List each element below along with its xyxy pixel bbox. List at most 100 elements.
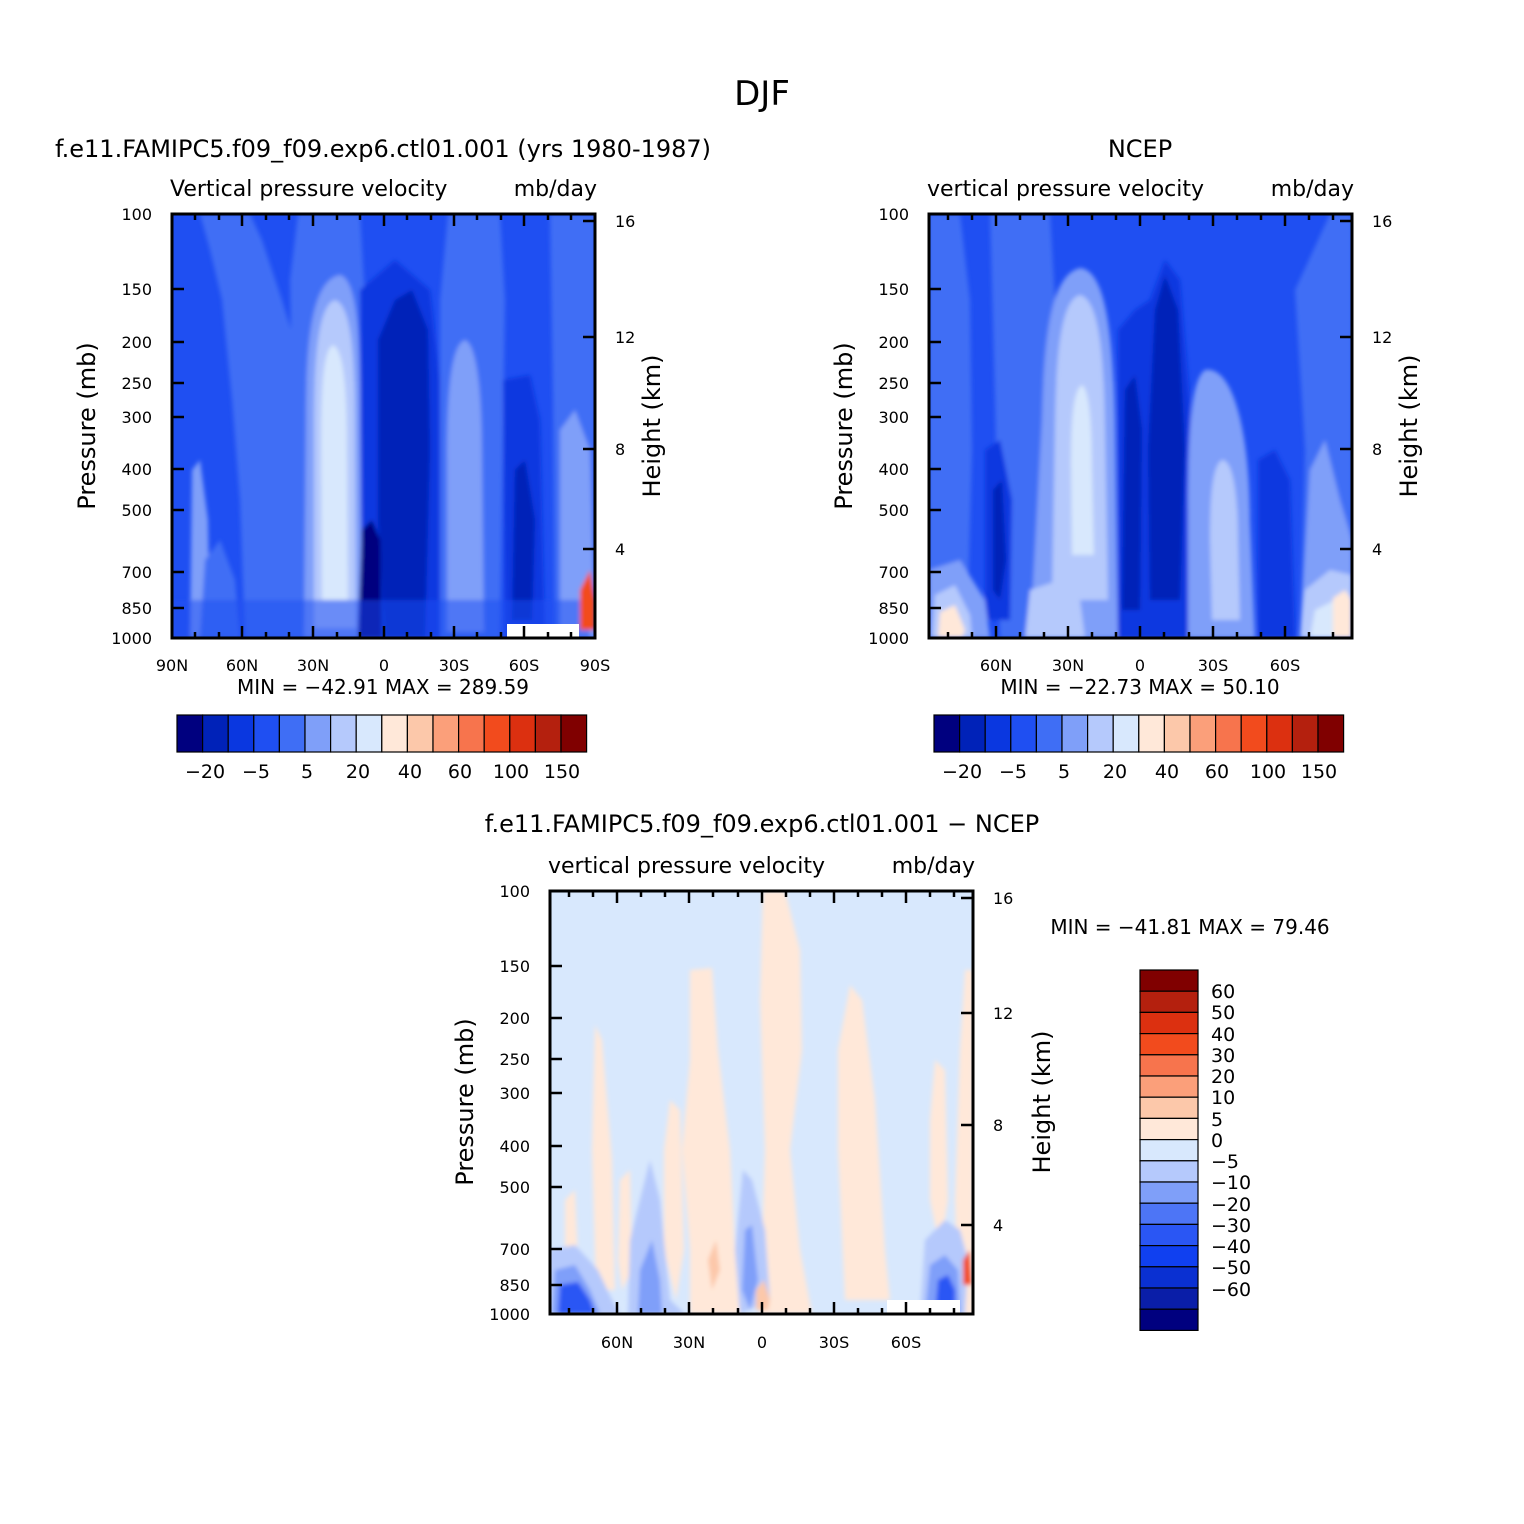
field-region — [756, 1280, 770, 1310]
panel-difference-field — [550, 891, 973, 1314]
colorbar-swatch — [1139, 1244, 1199, 1268]
panel-model-ticks — [172, 212, 595, 640]
colorbar-label: 30 — [1211, 1045, 1235, 1067]
field-region — [955, 970, 973, 1314]
y-tick-label: 250 — [878, 374, 909, 393]
y-tick-label: 100 — [121, 205, 152, 224]
colorbar-swatch — [1010, 714, 1037, 753]
colorbar-label: −40 — [1211, 1236, 1251, 1258]
y-right-tick-label: 4 — [993, 1216, 1003, 1235]
y-tick-label: 400 — [499, 1137, 530, 1156]
y-tick-label: 700 — [499, 1240, 530, 1259]
colorbar-label: 5 — [1058, 761, 1070, 783]
y-right-tick-label: 8 — [993, 1116, 1003, 1135]
page-title: DJF — [734, 74, 790, 114]
y-tick-label: 100 — [499, 882, 530, 901]
colorbar-swatch — [432, 714, 460, 753]
colorbar-swatch — [1240, 714, 1268, 753]
field-region — [638, 1240, 662, 1314]
y-right-tick-label: 4 — [1372, 540, 1382, 559]
y-right-tick-label: 16 — [993, 889, 1013, 908]
field-region — [664, 1100, 684, 1300]
tick-mark — [961, 896, 973, 1227]
colorbar-swatch — [355, 714, 383, 753]
panel-model-subtitle-right: mb/day — [514, 177, 597, 202]
colorbar-swatch — [1138, 714, 1166, 753]
colorbar-label: 100 — [1250, 761, 1286, 783]
panel-model-subtitle-left: Vertical pressure velocity — [170, 177, 447, 202]
colorbar-swatch — [1061, 714, 1089, 753]
field-region — [1333, 590, 1352, 638]
tick-mark — [550, 889, 562, 1316]
y-tick-label: 200 — [878, 333, 909, 352]
colorbar-label: 20 — [1103, 761, 1127, 783]
panel-ncep: NCEP vertical pressure velocity mb/day — [830, 135, 1423, 783]
colorbar-label: −50 — [1211, 1257, 1251, 1279]
field-region — [760, 891, 812, 1314]
field-region — [1258, 450, 1295, 638]
y-right-axis-label: Height (km) — [1028, 1031, 1056, 1174]
field-region — [172, 600, 590, 638]
colorbar-swatch — [1291, 714, 1319, 753]
field-region — [742, 1225, 758, 1310]
y-right-tick-label: 8 — [1372, 440, 1382, 459]
colorbar-label: 10 — [1211, 1087, 1235, 1109]
y-tick-label: 200 — [499, 1009, 530, 1028]
field-region — [200, 214, 318, 638]
colorbar-label: −5 — [242, 761, 270, 783]
y-right-axis-label: Height (km) — [638, 355, 666, 498]
colorbar-label: 20 — [346, 761, 370, 783]
y-tick-label: 150 — [499, 957, 530, 976]
panel-difference-subtitle-right: mb/day — [892, 854, 975, 879]
colorbar-swatch — [1139, 1202, 1199, 1225]
field-region — [1025, 580, 1085, 638]
y-right-tick-label: 8 — [615, 440, 625, 459]
field-region — [618, 1170, 632, 1290]
field-region — [708, 1240, 720, 1290]
y-tick-label: 850 — [121, 599, 152, 618]
missing-data — [887, 1300, 960, 1314]
colorbar-label: −30 — [1211, 1215, 1251, 1237]
y-tick-label: 200 — [121, 333, 152, 352]
colorbar-swatch — [1189, 714, 1217, 753]
field-region — [580, 570, 595, 630]
tick-mark — [929, 212, 941, 640]
panel-model-field — [172, 214, 595, 638]
colorbar-label: 40 — [1155, 761, 1179, 783]
colorbar-swatch — [330, 714, 357, 753]
y-tick-label: 150 — [121, 280, 152, 299]
colorbar-swatch — [1266, 714, 1294, 753]
colorbar-swatches — [1139, 969, 1199, 1331]
x-tick-label: 90S — [580, 656, 611, 675]
min-max-readout: MIN = −42.91 MAX = 289.59 — [237, 675, 529, 699]
colorbar-swatch — [1139, 1032, 1199, 1056]
min-max-readout: MIN = −22.73 MAX = 50.10 — [1000, 675, 1279, 699]
x-tick-label: 30S — [819, 1333, 850, 1352]
tick-mark — [615, 891, 908, 1314]
panel-ncep-subtitle-left: vertical pressure velocity — [927, 177, 1204, 202]
field-region — [512, 460, 535, 620]
colorbar-swatch — [253, 714, 281, 753]
colorbar-label: 60 — [1205, 761, 1229, 783]
field-region — [682, 968, 740, 1314]
x-tick-label: 0 — [757, 1333, 767, 1352]
colorbar-swatch — [1139, 1138, 1199, 1162]
y-right-tick-label: 12 — [1372, 328, 1392, 347]
y-right-axis-label: Height (km) — [1395, 355, 1423, 498]
colorbar-label: 40 — [398, 761, 422, 783]
tick-mark — [193, 214, 573, 638]
colorbar-model: −20 −5 5 20 40 60 100 150 — [176, 714, 588, 783]
tick-mark — [946, 214, 1335, 638]
colorbar-swatch — [984, 714, 1012, 753]
y-tick-label: 250 — [121, 374, 152, 393]
colorbar-swatch — [202, 714, 229, 753]
colorbar-swatch — [1139, 1054, 1199, 1077]
colorbar-label: 0 — [1211, 1130, 1223, 1152]
panel-ncep-title: NCEP — [1108, 135, 1172, 163]
colorbar-ncep: −20 −5 5 20 40 60 100 150 — [933, 714, 1345, 783]
panel-model-title: f.e11.FAMIPC5.f09_f09.exp6.ctl01.001 (yr… — [55, 135, 711, 163]
panel-model: f.e11.FAMIPC5.f09_f09.exp6.ctl01.001 (yr… — [55, 135, 711, 783]
field-region — [378, 290, 430, 638]
colorbar-swatch — [406, 714, 434, 753]
